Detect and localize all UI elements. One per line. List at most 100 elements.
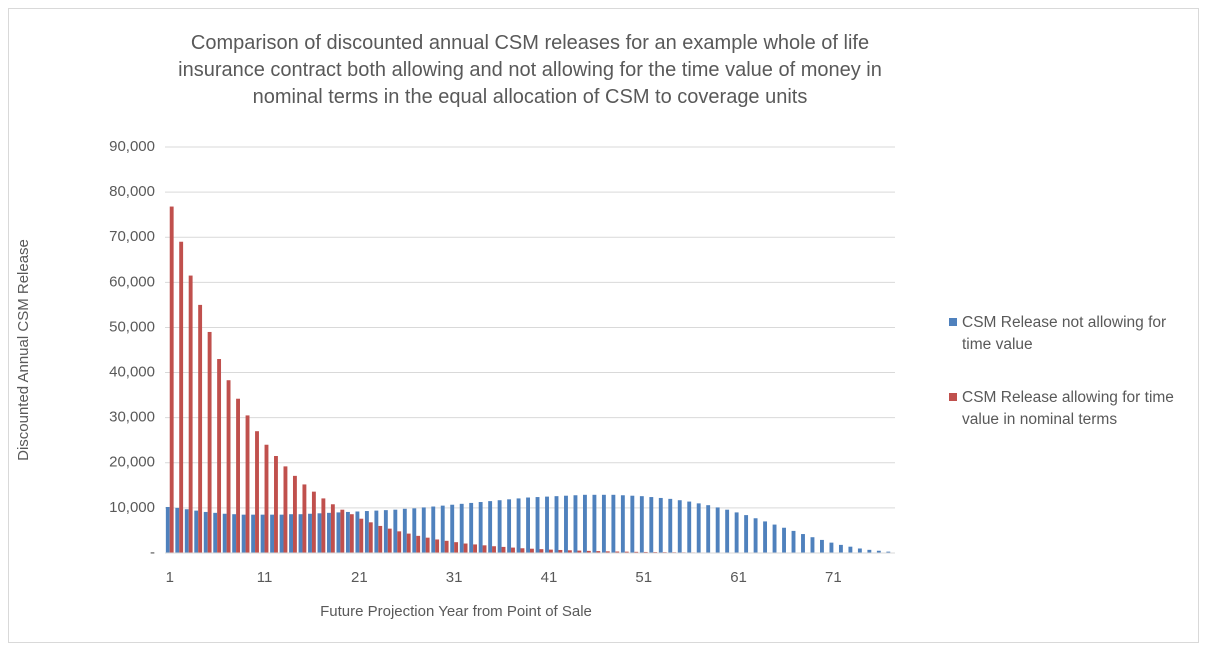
bar bbox=[548, 549, 553, 553]
bar bbox=[431, 506, 436, 553]
bar bbox=[345, 511, 350, 553]
bar bbox=[435, 539, 440, 553]
bar bbox=[810, 537, 815, 553]
bar bbox=[668, 498, 673, 553]
bar bbox=[649, 497, 654, 553]
bar bbox=[630, 495, 635, 553]
bar bbox=[364, 511, 369, 553]
bar bbox=[535, 497, 540, 553]
chart-border bbox=[8, 8, 1199, 643]
y-tick-label: 30,000 bbox=[109, 409, 155, 426]
bar bbox=[530, 548, 534, 553]
bar bbox=[245, 415, 250, 553]
bar bbox=[820, 539, 824, 553]
bar bbox=[497, 500, 502, 553]
bar bbox=[478, 502, 483, 553]
bar bbox=[615, 551, 620, 553]
bar bbox=[643, 551, 648, 553]
bar bbox=[412, 508, 417, 553]
bar bbox=[791, 530, 796, 553]
x-tick-label: 11 bbox=[257, 569, 273, 586]
bar bbox=[336, 512, 341, 553]
bar bbox=[236, 398, 240, 553]
bar bbox=[596, 551, 601, 553]
legend-entry: CSM Release not allowing for time value bbox=[949, 312, 1182, 356]
bar bbox=[592, 494, 597, 553]
bar bbox=[867, 549, 872, 553]
bar bbox=[425, 537, 430, 553]
y-tick-label: 50,000 bbox=[109, 318, 155, 335]
bar bbox=[539, 549, 544, 553]
y-tick-label: 20,000 bbox=[109, 454, 155, 471]
bar bbox=[255, 431, 259, 553]
bar bbox=[203, 511, 208, 553]
bar bbox=[402, 508, 407, 553]
bar bbox=[175, 507, 180, 553]
bar bbox=[782, 527, 786, 553]
bar bbox=[308, 513, 312, 553]
bar bbox=[274, 456, 278, 553]
bar bbox=[488, 501, 493, 553]
bar bbox=[492, 546, 496, 553]
bar bbox=[715, 507, 720, 553]
bar bbox=[577, 550, 582, 553]
bar bbox=[374, 510, 379, 553]
bar bbox=[169, 206, 174, 553]
bar bbox=[801, 534, 805, 553]
bar bbox=[558, 549, 563, 553]
bar bbox=[706, 505, 711, 553]
bar bbox=[838, 544, 843, 553]
bar bbox=[526, 497, 530, 553]
bar bbox=[194, 510, 199, 553]
bar bbox=[327, 512, 331, 553]
bar bbox=[611, 494, 616, 553]
bar bbox=[198, 304, 203, 553]
bar bbox=[586, 550, 591, 553]
bar bbox=[573, 495, 578, 553]
bar bbox=[763, 521, 768, 553]
bar bbox=[886, 551, 891, 553]
bar bbox=[378, 525, 383, 553]
bar bbox=[772, 524, 777, 553]
bar bbox=[620, 495, 625, 553]
bar bbox=[217, 359, 222, 553]
chart-title: Comparison of discounted annual CSM rele… bbox=[178, 32, 882, 108]
bar bbox=[473, 544, 478, 553]
bar bbox=[368, 522, 373, 553]
x-tick-label: 51 bbox=[635, 569, 652, 586]
bar bbox=[292, 475, 297, 553]
bar bbox=[270, 514, 275, 553]
bar bbox=[251, 514, 256, 553]
y-tick-label: 70,000 bbox=[109, 228, 155, 245]
bar bbox=[260, 514, 265, 553]
bar bbox=[393, 509, 398, 553]
bar bbox=[454, 542, 459, 553]
y-tick-label: 10,000 bbox=[109, 499, 155, 516]
bar bbox=[829, 542, 834, 553]
bar bbox=[387, 528, 392, 553]
bar bbox=[213, 512, 218, 553]
bar bbox=[359, 518, 364, 553]
bar bbox=[232, 514, 237, 553]
x-tick-label: 61 bbox=[730, 569, 747, 586]
bar bbox=[416, 535, 421, 553]
y-tick-label: - bbox=[150, 544, 155, 561]
x-tick-label: 71 bbox=[825, 569, 842, 586]
bar bbox=[302, 484, 307, 553]
y-tick-label: 80,000 bbox=[109, 183, 155, 200]
bar bbox=[848, 546, 853, 553]
legend-swatch bbox=[949, 393, 957, 401]
bar bbox=[696, 503, 701, 553]
bar bbox=[311, 491, 316, 553]
bar bbox=[459, 503, 464, 553]
x-tick-label: 1 bbox=[166, 569, 174, 586]
bar bbox=[241, 514, 246, 553]
bar bbox=[406, 533, 411, 553]
bar bbox=[317, 513, 322, 553]
bar bbox=[444, 540, 449, 553]
bar bbox=[321, 498, 326, 553]
bar bbox=[440, 505, 445, 553]
bar bbox=[601, 494, 606, 553]
bar bbox=[289, 514, 293, 553]
